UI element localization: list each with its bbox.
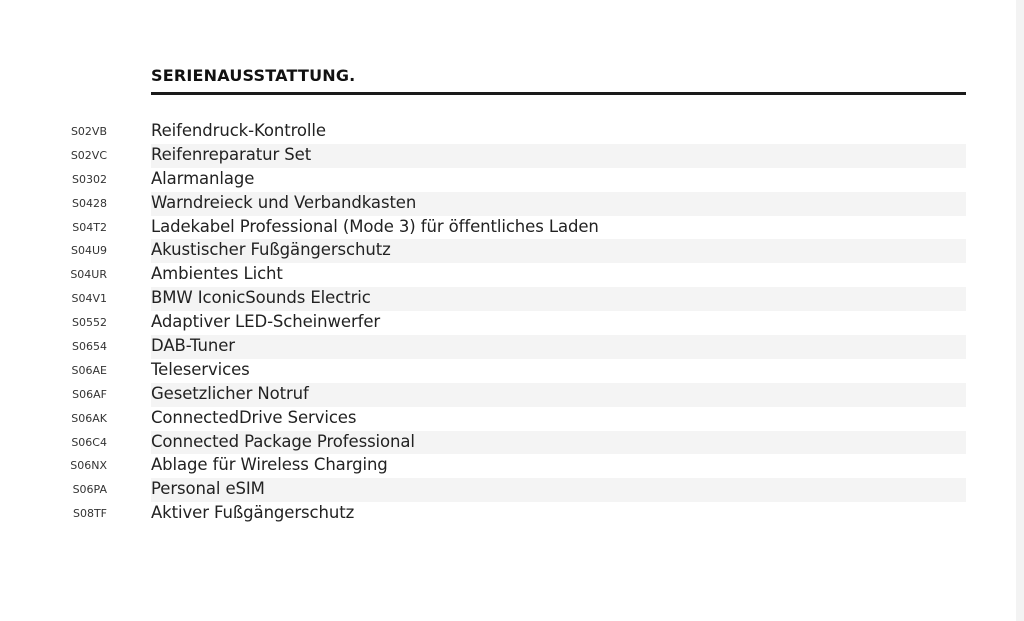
scrollbar-track[interactable]	[1016, 0, 1024, 621]
list-item: S0302 Alarmanlage	[0, 168, 1000, 192]
option-code: S0552	[72, 316, 107, 330]
option-code: S04T2	[72, 220, 107, 234]
row-background	[151, 143, 966, 168]
list-item: S04V1 BMW IconicSounds Electric	[0, 287, 1000, 312]
list-item: S08TF Aktiver Fußgängerschutz	[0, 502, 1000, 526]
option-label: BMW IconicSounds Electric	[151, 288, 371, 308]
option-label: DAB-Tuner	[151, 336, 235, 356]
list-item: S02VB Reifendruck-Kontrolle	[0, 120, 1000, 144]
equipment-list: S02VB Reifendruck-Kontrolle S02VC Reifenrep…	[0, 120, 1000, 526]
option-label: Ladekabel Professional (Mode 3) für öffe…	[151, 216, 599, 236]
option-label: Ambientes Licht	[151, 264, 283, 284]
row-background	[151, 430, 966, 455]
row-background	[151, 239, 966, 264]
list-item: S0428 Warndreieck und Verbandkasten	[0, 191, 1000, 216]
option-code: S06AK	[71, 411, 107, 425]
option-code: S04UR	[70, 268, 107, 282]
row-background	[151, 382, 966, 407]
list-item: S04U9 Akustischer Fußgängerschutz	[0, 239, 1000, 264]
row-background	[151, 359, 966, 383]
option-label: Reifendruck-Kontrolle	[151, 121, 326, 140]
list-item: S04UR Ambientes Licht	[0, 263, 1000, 287]
option-label: Alarmanlage	[151, 168, 255, 188]
option-label: Aktiver Fußgängerschutz	[151, 503, 355, 523]
list-item: S06AF Gesetzlicher Notruf	[0, 382, 1000, 407]
list-item: S06AK ConnectedDrive Services	[0, 407, 1000, 431]
option-code: S02VB	[70, 125, 107, 138]
option-code: S06AE	[71, 363, 107, 377]
option-code: S04U9	[70, 244, 107, 258]
list-item: S04T2 Ladekabel Professional (Mode 3) für…	[0, 216, 1000, 240]
option-label: Gesetzlicher Notruf	[151, 383, 309, 403]
option-label: Reifenreparatur Set	[151, 144, 312, 164]
row-background	[151, 168, 966, 192]
option-code: S06PA	[72, 483, 107, 497]
option-code: S02VC	[70, 148, 107, 162]
option-code: S0654	[72, 340, 107, 354]
row-background	[151, 191, 966, 216]
option-label: Personal eSIM	[151, 479, 265, 499]
list-item: S06NX Ablage für Wireless Charging	[0, 454, 1000, 478]
option-code: S06C4	[71, 435, 107, 449]
option-label: Connected Package Professional	[151, 431, 415, 451]
list-item: S06AE Teleservices	[0, 359, 1000, 383]
list-item: S06C4 Connected Package Professional	[0, 430, 1000, 455]
list-item: S0552 Adaptiver LED-Scheinwerfer	[0, 311, 1000, 335]
list-item: S02VC Reifenreparatur Set	[0, 143, 1000, 168]
section-title: SERIENAUSSTATTUNG.	[151, 66, 356, 85]
row-background	[151, 335, 966, 359]
option-code: S06AF	[72, 387, 107, 401]
option-code: S0302	[72, 172, 107, 186]
option-label: Ablage für Wireless Charging	[151, 455, 388, 475]
option-label: Warndreieck und Verbandkasten	[151, 192, 417, 212]
option-code: S04V1	[71, 292, 107, 306]
option-code: S06NX	[70, 459, 107, 473]
list-item: S06PA Personal eSIM	[0, 478, 1000, 503]
list-item: S0654 DAB-Tuner	[0, 335, 1000, 359]
option-label: Akustischer Fußgängerschutz	[151, 240, 391, 260]
row-background	[151, 287, 966, 312]
option-label: Adaptiver LED-Scheinwerfer	[151, 312, 381, 332]
row-background	[151, 478, 966, 503]
option-label: ConnectedDrive Services	[151, 407, 357, 427]
title-divider	[151, 92, 966, 95]
option-label: Teleservices	[151, 359, 250, 379]
option-code: S08TF	[72, 507, 107, 521]
option-code: S0428	[72, 196, 107, 210]
